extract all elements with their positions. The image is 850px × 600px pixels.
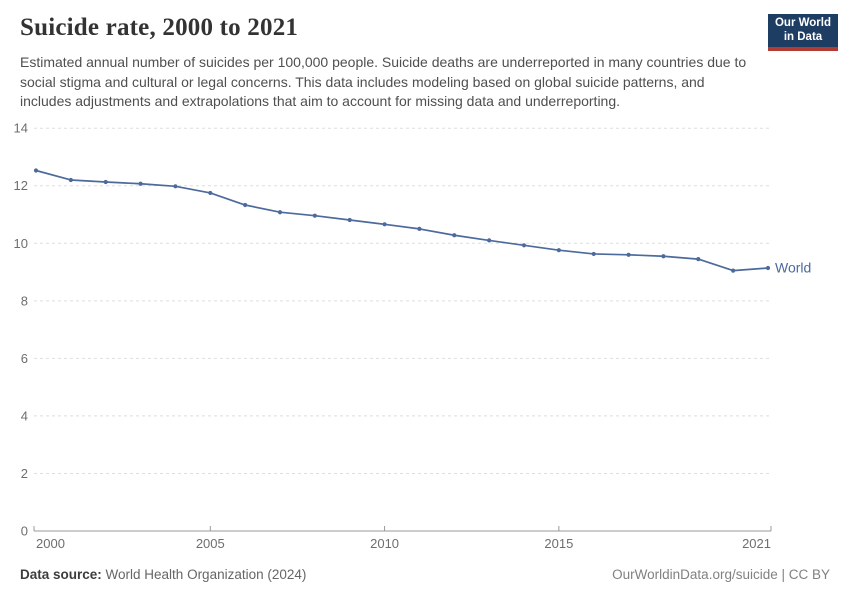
data-source-value: World Health Organization (2024) — [101, 567, 307, 582]
data-point-2005[interactable] — [208, 190, 213, 196]
data-point-2003[interactable] — [138, 181, 143, 186]
series-end-label-world[interactable]: World — [775, 260, 811, 276]
x-axis-label-2010: 2010 — [370, 536, 399, 551]
data-point-2013[interactable] — [487, 238, 492, 243]
data-point-2008[interactable] — [312, 213, 317, 218]
y-axis-label-4: 4 — [21, 408, 28, 423]
data-source-label: Data source: — [20, 567, 102, 582]
chart-header: Suicide rate, 2000 to 2021 Estimated ann… — [20, 14, 750, 112]
owid-logo-line1: Our World — [774, 17, 831, 29]
series-line-world — [35, 169, 769, 272]
data-point-2018[interactable] — [661, 254, 666, 259]
data-point-2000[interactable] — [33, 168, 39, 173]
page-subtitle: Estimated annual number of suicides per … — [20, 54, 747, 109]
owid-logo-line2: in Data — [783, 30, 823, 43]
y-axis-label-0: 0 — [21, 524, 28, 539]
y-axis-label-6: 6 — [21, 351, 28, 366]
data-point-2021[interactable] — [765, 265, 771, 271]
owid-logo[interactable]: Our World in Data — [768, 14, 838, 51]
data-point-2015[interactable] — [556, 248, 561, 253]
data-point-2017[interactable] — [626, 252, 631, 257]
x-axis-label-2005: 2005 — [196, 536, 225, 551]
data-point-2009[interactable] — [347, 217, 352, 223]
data-point-2007[interactable] — [277, 210, 283, 215]
x-axis-label-2000: 2000 — [36, 536, 65, 551]
data-point-2019[interactable] — [696, 257, 701, 262]
chart-footer: Data source: World Health Organization (… — [20, 567, 830, 582]
data-point-2001[interactable] — [68, 177, 73, 183]
x-axis-label-2015: 2015 — [544, 536, 573, 551]
data-point-2010[interactable] — [382, 222, 387, 227]
data-point-2002[interactable] — [103, 179, 108, 185]
data-point-2011[interactable] — [417, 226, 422, 231]
attribution-link[interactable]: OurWorldinData.org/suicide | CC BY — [612, 567, 830, 582]
x-axis-label-2021: 2021 — [742, 536, 771, 551]
data-point-2014[interactable] — [521, 243, 527, 248]
data-point-2004[interactable] — [173, 184, 178, 189]
data-point-2012[interactable] — [452, 233, 457, 238]
y-axis-label-2: 2 — [21, 466, 28, 481]
y-axis-label-14: 14 — [14, 121, 28, 136]
y-axis-label-10: 10 — [14, 236, 28, 251]
y-axis-label-8: 8 — [21, 293, 28, 308]
data-point-2020[interactable] — [731, 268, 736, 273]
page-title: Suicide rate, 2000 to 2021 — [20, 14, 299, 41]
data-point-2016[interactable] — [591, 251, 596, 257]
data-point-2006[interactable] — [243, 202, 248, 208]
y-axis-label-12: 12 — [14, 178, 28, 193]
data-source-note: Data source: World Health Organization (… — [20, 567, 306, 582]
